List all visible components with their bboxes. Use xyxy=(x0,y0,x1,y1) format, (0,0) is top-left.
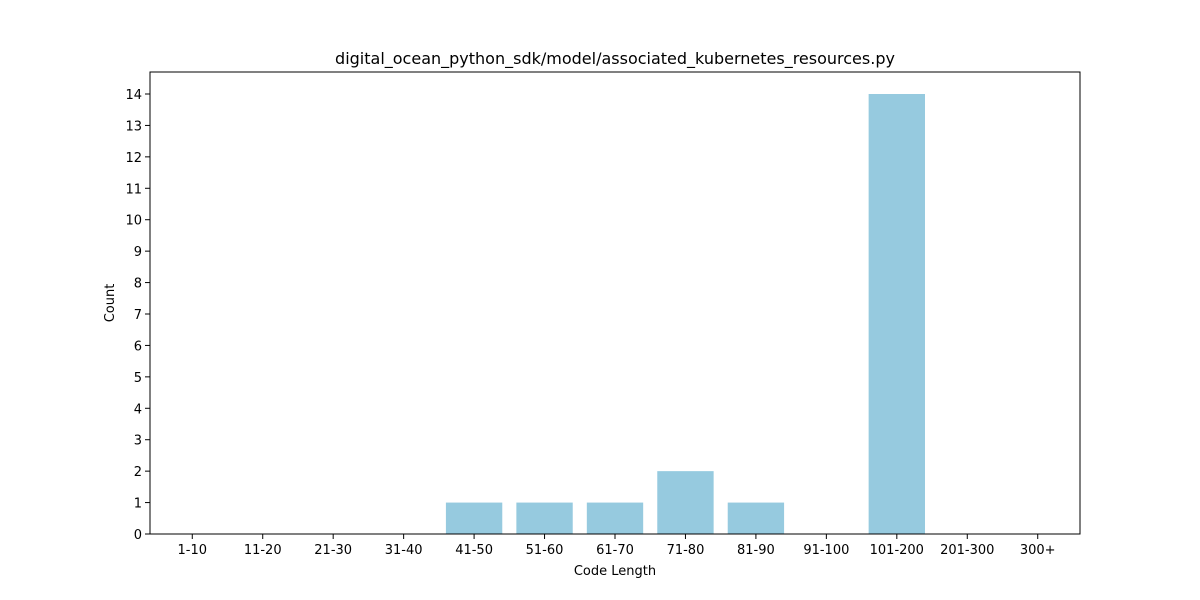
x-tick-label: 21-30 xyxy=(314,543,352,558)
y-tick-label: 2 xyxy=(134,465,142,480)
x-tick-label: 201-300 xyxy=(940,543,994,558)
x-axis-label: Code Length xyxy=(574,564,656,579)
bar-51-60 xyxy=(516,502,573,534)
y-tick-label: 1 xyxy=(134,497,142,512)
y-tick-label: 8 xyxy=(134,277,142,292)
y-tick-label: 11 xyxy=(125,182,142,197)
y-tick-label: 3 xyxy=(134,434,142,449)
plot-area-frame xyxy=(149,71,1081,535)
y-tick-label: 5 xyxy=(134,371,142,386)
y-tick-label: 6 xyxy=(134,339,142,354)
bar-41-50 xyxy=(445,502,503,534)
x-tick-label: 51-60 xyxy=(526,543,564,558)
y-tick-label: 12 xyxy=(125,151,142,166)
x-tick-label: 300+ xyxy=(1020,543,1056,558)
chart-title: digital_ocean_python_sdk/model/associate… xyxy=(335,49,895,69)
x-tick-label: 101-200 xyxy=(870,543,924,558)
y-axis-label: Count xyxy=(103,284,118,323)
x-tick-label: 81-90 xyxy=(737,543,775,558)
y-tick-label: 9 xyxy=(134,245,142,260)
y-tick-label: 14 xyxy=(125,88,142,103)
x-tick-label: 41-50 xyxy=(455,543,493,558)
bar-61-70 xyxy=(586,502,644,534)
y-tick-label: 13 xyxy=(125,119,142,134)
x-tick-label: 71-80 xyxy=(667,543,705,558)
x-tick-label: 61-70 xyxy=(596,543,634,558)
x-tick-label: 91-100 xyxy=(803,543,849,558)
bar-101-200 xyxy=(868,94,925,534)
bar-81-90 xyxy=(727,502,785,534)
y-tick-label: 0 xyxy=(134,528,142,543)
y-tick-label: 7 xyxy=(134,308,142,323)
x-tick-label: 31-40 xyxy=(385,543,423,558)
bar-71-80 xyxy=(657,471,714,534)
y-tick-label: 4 xyxy=(134,402,142,417)
x-tick-label: 11-20 xyxy=(244,543,282,558)
bars-group xyxy=(445,94,925,534)
x-tick-label: 1-10 xyxy=(178,543,208,558)
y-tick-label: 10 xyxy=(125,214,142,229)
x-axis-ticks: 1-10 11-20 21-30 31-40 41-50 51-60 61-70 71-80 8… xyxy=(178,534,1056,558)
